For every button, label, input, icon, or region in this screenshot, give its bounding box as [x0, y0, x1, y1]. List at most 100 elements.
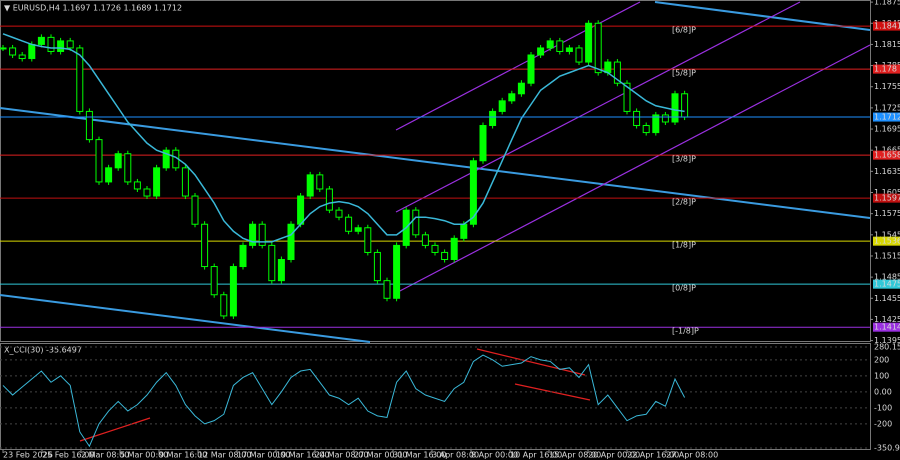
candle [239, 244, 247, 268]
level-value: 1.1536 [874, 237, 900, 246]
candle [277, 258, 285, 282]
level-name: [-1/8]P [672, 327, 699, 336]
y-tick-label: -100 [874, 403, 892, 412]
candle [479, 125, 487, 162]
y-tick-label: 1.1755 [874, 82, 900, 91]
candle [325, 188, 333, 211]
y-tick-label: 1.1575 [874, 209, 900, 218]
y-tick-label: 1.1455 [874, 294, 900, 303]
chart-title: ▼ EURUSD,H4 1.1697 1.1726 1.1689 1.1712 [4, 4, 182, 13]
candle [613, 61, 621, 84]
x-tick-label: 31 Mar 16:00 [393, 451, 446, 460]
x-tick-label: 24 Mar 08:00 [315, 451, 368, 460]
y-tick-label: 1.1515 [874, 251, 900, 260]
candle [37, 36, 45, 45]
candle [105, 167, 113, 183]
candle [9, 47, 17, 56]
level-box [873, 236, 900, 246]
candle [594, 22, 602, 74]
candle [450, 237, 458, 260]
channel-line [395, 1, 801, 213]
cci-panel-frame [0, 343, 871, 450]
candle [85, 110, 93, 141]
y-tick-label: 280.1556 [874, 343, 900, 352]
candle [124, 153, 132, 183]
level-box [873, 322, 900, 332]
candle [191, 195, 199, 225]
trend-line [0, 294, 371, 343]
candle [95, 139, 103, 183]
candle [66, 40, 74, 49]
y-tick-label: 1.1665 [874, 146, 900, 155]
level-name: [0/8]P [672, 284, 696, 293]
candle [373, 251, 381, 282]
y-tick-label: -200 [874, 419, 892, 428]
candle [633, 110, 641, 127]
candle [249, 223, 257, 246]
candle [162, 149, 170, 169]
cci-line [2, 354, 686, 448]
x-tick-label: 10 Apr 16:00 [510, 451, 562, 460]
level-box [873, 64, 900, 74]
y-tick-label: 1.1545 [874, 230, 900, 239]
candle [153, 167, 161, 197]
level-name: [2/8]P [672, 198, 696, 207]
candle [469, 160, 477, 225]
candle [681, 93, 689, 118]
level-box [873, 279, 900, 289]
candle [565, 47, 573, 52]
candle [220, 294, 228, 317]
moving-average [2, 33, 685, 243]
level-box [873, 193, 900, 203]
candle [287, 223, 295, 260]
candle [0, 47, 7, 50]
candle [652, 114, 660, 134]
candle [229, 266, 237, 317]
y-tick-label: 1.1875 [874, 0, 900, 7]
x-tick-label: 23 Feb 2026 [3, 451, 53, 460]
indicator-title: X_CCI(30) -35.6497 [4, 346, 82, 355]
candle [133, 181, 141, 190]
level-value: 1.1597 [874, 194, 900, 203]
candle [556, 40, 564, 52]
x-tick-label: 25 Feb 16:00 [42, 451, 94, 460]
x-tick-label: 27 Apr 08:00 [666, 451, 718, 460]
candle [354, 227, 362, 232]
x-tick-label: 17 Mar 00:00 [237, 451, 290, 460]
candle [498, 100, 506, 112]
level-box [873, 150, 900, 160]
y-tick-label: 0.00 [874, 387, 892, 396]
candle [604, 61, 612, 74]
candle [585, 22, 593, 63]
candle [393, 244, 401, 299]
x-tick-label: 27 Mar 00:00 [354, 451, 407, 460]
y-tick-label: 1.1485 [874, 273, 900, 282]
candle [143, 188, 151, 197]
level-value: 1.178 [874, 65, 897, 74]
divergence-line [79, 417, 151, 442]
candle [383, 280, 391, 299]
candle [412, 209, 420, 236]
level-name: [1/8]P [672, 241, 696, 250]
candle [441, 251, 449, 260]
candle [431, 244, 439, 253]
candle [47, 36, 55, 52]
candle [546, 40, 554, 49]
level-value: 1.1841 [874, 22, 900, 31]
level-value: 1.1658 [874, 151, 900, 160]
y-tick-label: 1.1815 [874, 40, 900, 49]
candle [114, 153, 122, 169]
y-tick-label: -350.973 [874, 444, 900, 453]
level-value: 1.1414 [874, 323, 900, 332]
level-value: 1.1475 [874, 280, 900, 289]
candle [258, 223, 266, 246]
current-price-box [873, 112, 900, 122]
candle [201, 223, 209, 268]
candle [537, 47, 545, 56]
candle [28, 43, 36, 60]
candle [181, 167, 189, 197]
trend-line [654, 1, 871, 31]
candle [364, 227, 372, 253]
